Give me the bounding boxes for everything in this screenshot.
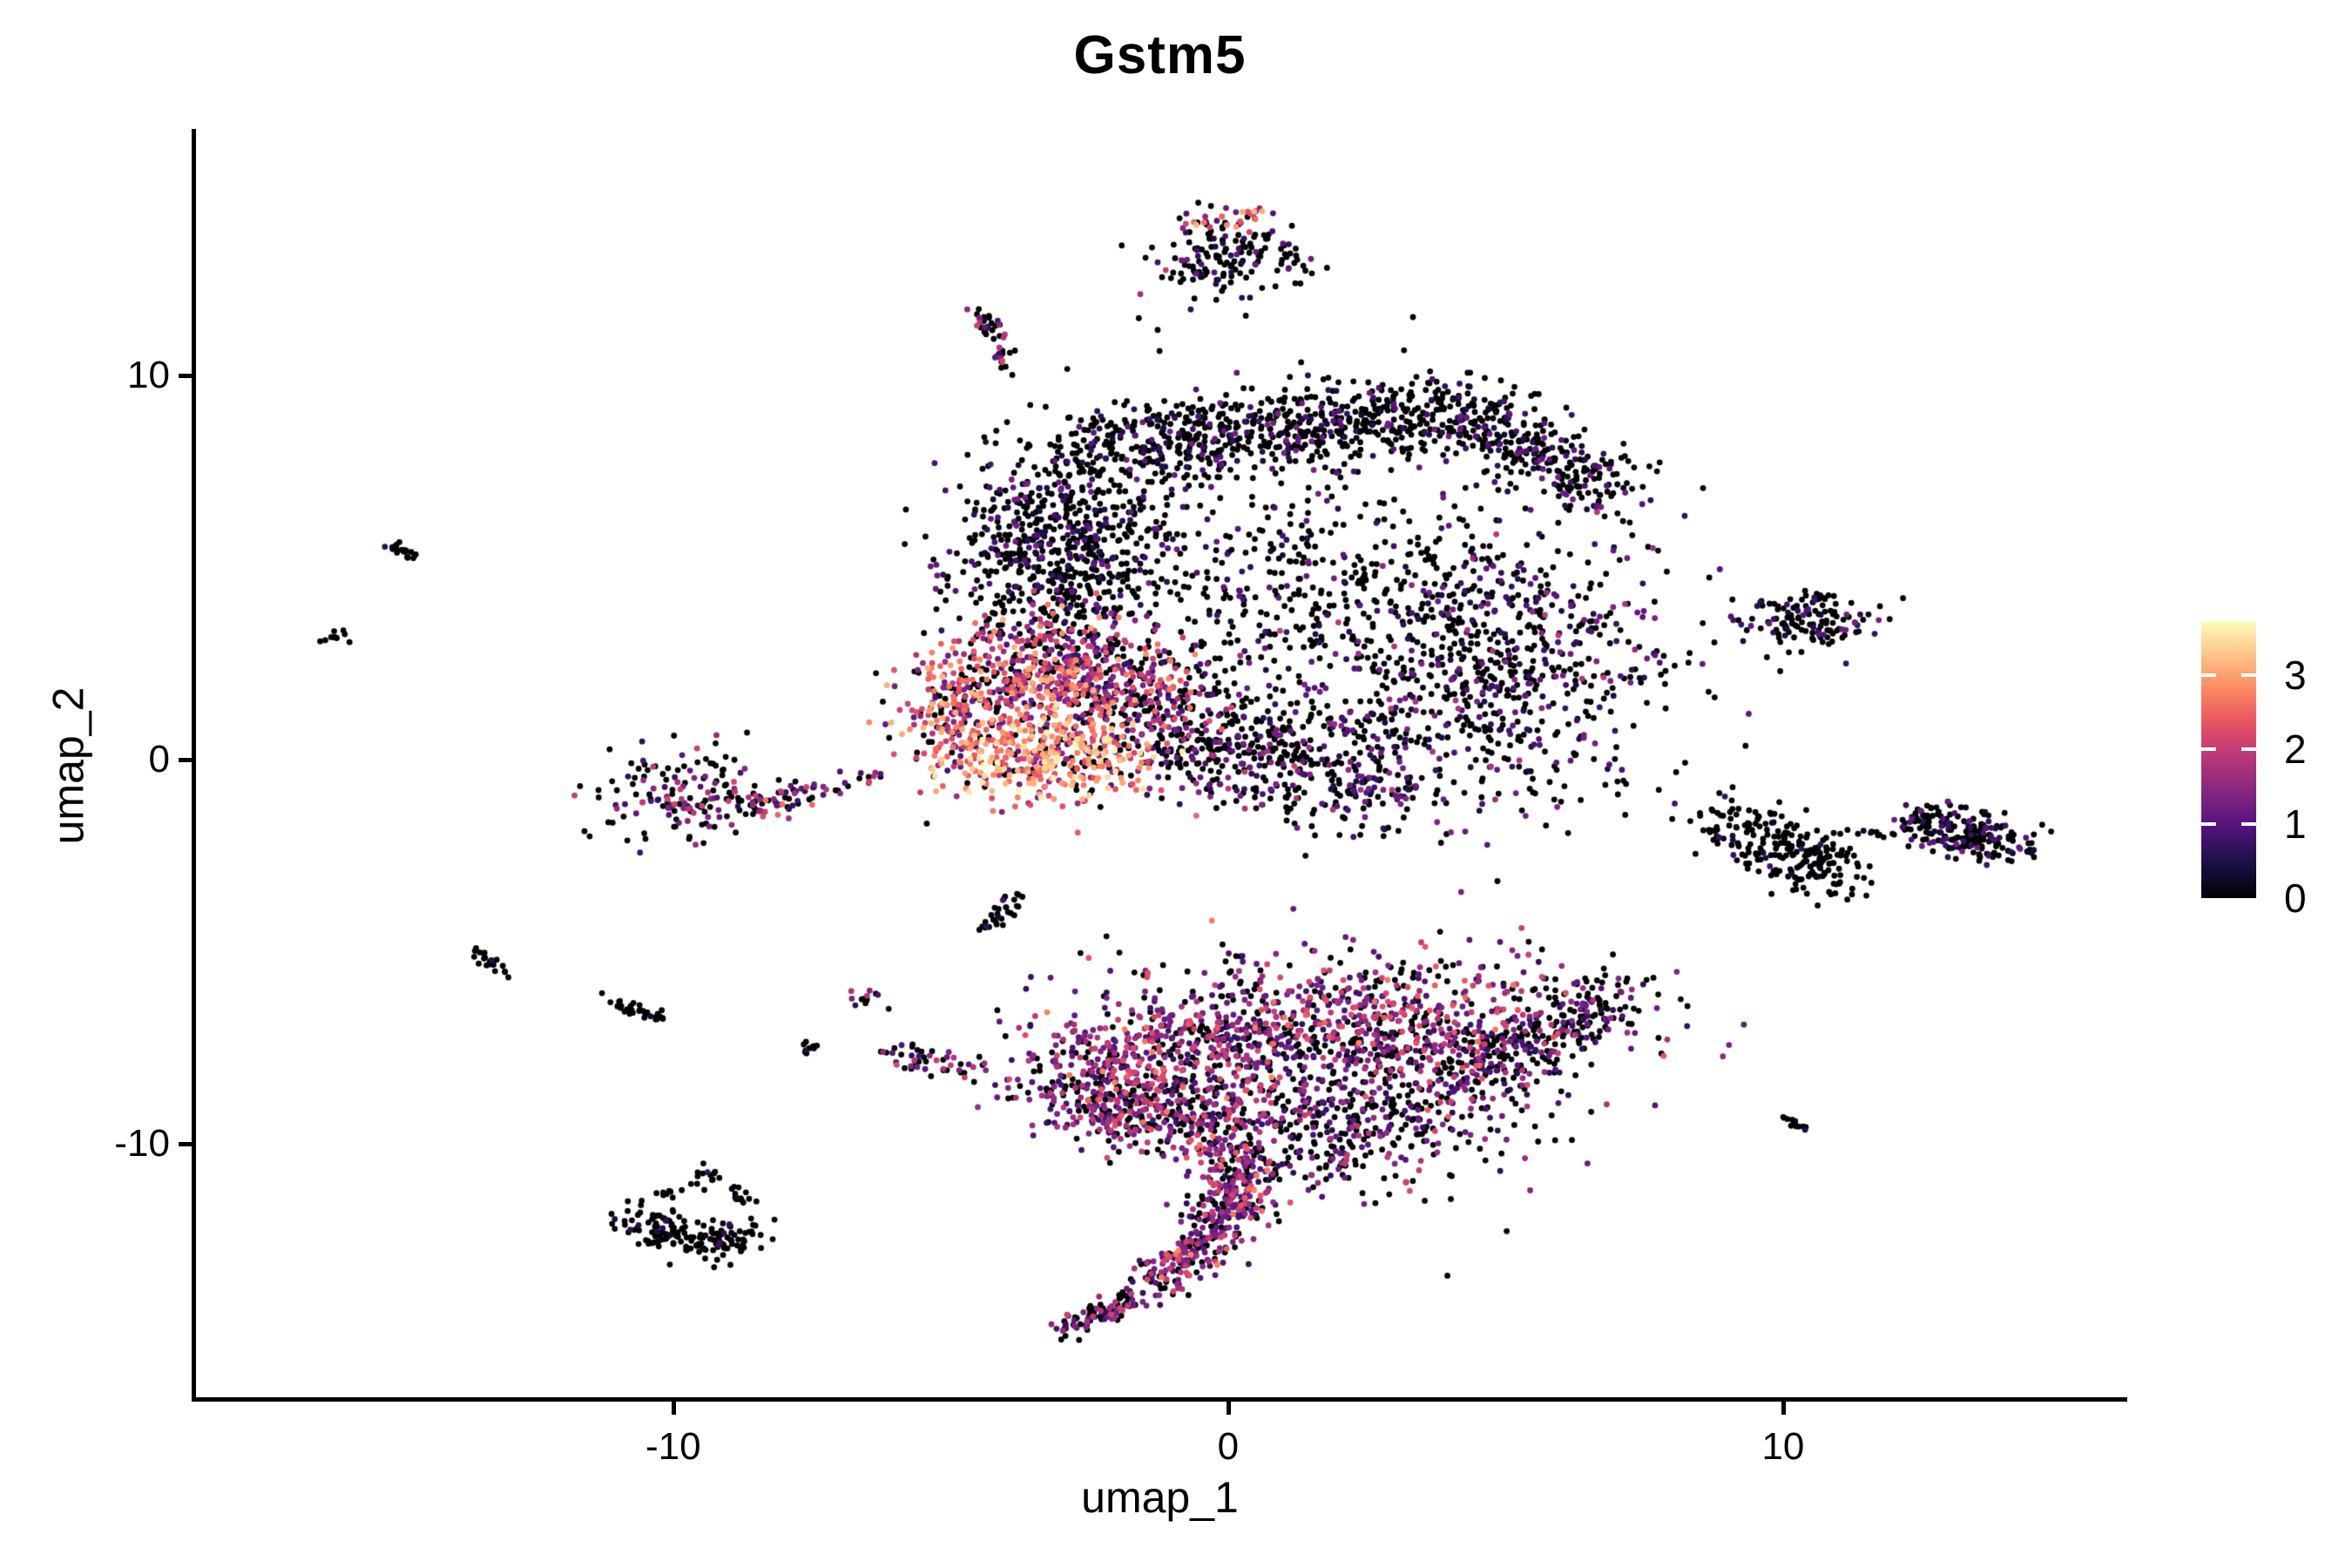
y-tick-mark <box>179 373 192 378</box>
x-tick-mark <box>671 1402 676 1415</box>
colorbar-gradient <box>2201 621 2256 898</box>
x-tick-label: -10 <box>645 1425 701 1468</box>
colorbar-tick-mark <box>2201 821 2216 826</box>
y-axis-label: umap_2 <box>44 686 93 845</box>
colorbar-tick-label: 1 <box>2284 801 2307 847</box>
colorbar-tick-label: 0 <box>2284 875 2307 921</box>
y-tick-mark <box>179 757 192 762</box>
y-tick-label: -10 <box>114 1122 170 1166</box>
y-tick-label: 0 <box>148 737 170 781</box>
colorbar-tick-mark <box>2201 747 2216 752</box>
x-tick-mark <box>1226 1402 1231 1415</box>
colorbar-tick-mark <box>2241 672 2256 677</box>
y-axis-line <box>192 129 196 1402</box>
x-tick-label: 0 <box>1217 1425 1240 1468</box>
y-tick-mark <box>179 1142 192 1147</box>
x-tick-label: 10 <box>1761 1425 1805 1468</box>
colorbar-tick-mark <box>2241 747 2256 752</box>
colorbar-tick-label: 3 <box>2284 652 2307 698</box>
x-tick-mark <box>1781 1402 1786 1415</box>
y-tick-label: 10 <box>127 353 170 396</box>
x-axis-line <box>192 1397 2127 1402</box>
colorbar-tick-mark <box>2241 821 2256 826</box>
colorbar-tick-label: 2 <box>2284 727 2307 773</box>
x-axis-label: umap_1 <box>1081 1473 1239 1522</box>
colorbar-tick-mark <box>2201 672 2216 677</box>
